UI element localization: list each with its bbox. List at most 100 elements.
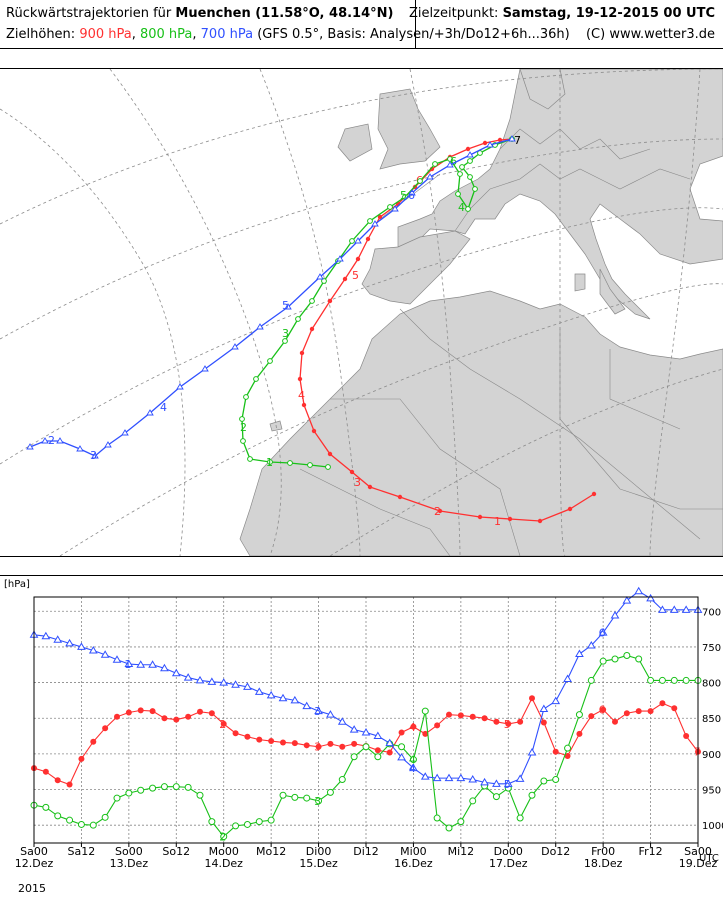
data-point bbox=[374, 753, 382, 761]
data-point bbox=[634, 586, 644, 595]
data-point bbox=[588, 713, 595, 720]
copyright: (C) www.wetter3.de bbox=[585, 27, 715, 42]
data-point bbox=[671, 705, 678, 712]
x-tick-label: Sa12 bbox=[68, 845, 96, 858]
day-label: 5 bbox=[352, 269, 359, 282]
data-point bbox=[208, 818, 216, 826]
africa-land bbox=[239, 290, 723, 556]
data-point bbox=[457, 712, 464, 719]
trajectory-point bbox=[26, 443, 34, 450]
day-marker-label: 5 bbox=[504, 778, 511, 791]
y-tick-label: 1000 bbox=[702, 821, 723, 832]
y-axis-label: [hPa] bbox=[4, 579, 30, 590]
land-masses bbox=[239, 69, 723, 556]
target-time-line: Zielzeitpunkt: Samstag, 19-12-2015 00 UT… bbox=[409, 6, 715, 21]
y-tick-label: 850 bbox=[702, 714, 721, 725]
data-point bbox=[185, 713, 192, 720]
trajectory-point bbox=[367, 484, 373, 490]
data-point bbox=[646, 593, 655, 602]
data-point bbox=[54, 812, 62, 820]
map-grid bbox=[0, 69, 723, 556]
trajectory-point bbox=[239, 416, 245, 422]
data-point bbox=[196, 791, 204, 799]
trajectory-point bbox=[325, 464, 331, 470]
title-prefix: Rückwärtstrajektorien für bbox=[6, 6, 176, 21]
data-point bbox=[290, 695, 300, 704]
data-point bbox=[266, 690, 276, 699]
data-point bbox=[528, 791, 536, 799]
data-point bbox=[89, 821, 97, 829]
trajectory-point bbox=[253, 376, 259, 382]
data-point bbox=[576, 730, 583, 737]
map-svg: 123456712345623456 bbox=[0, 69, 723, 556]
data-point bbox=[647, 676, 655, 684]
data-point bbox=[42, 803, 50, 811]
data-point bbox=[398, 743, 406, 751]
trajectory-point bbox=[295, 316, 301, 322]
ireland-land bbox=[337, 123, 373, 162]
plot-frame bbox=[33, 596, 699, 844]
data-point bbox=[303, 794, 311, 802]
data-point bbox=[77, 642, 86, 650]
data-point bbox=[397, 752, 406, 761]
day-marker-label: 7 bbox=[694, 746, 701, 759]
day-label: 6 bbox=[450, 155, 457, 168]
data-point bbox=[539, 704, 549, 712]
data-point bbox=[517, 718, 524, 725]
x-unit-label: UTC bbox=[699, 853, 719, 864]
data-point bbox=[515, 774, 525, 782]
data-point bbox=[492, 793, 500, 801]
trajectory-point bbox=[391, 205, 399, 212]
x-tick-label: Fr12 bbox=[639, 845, 663, 858]
trajectory-point bbox=[354, 237, 362, 244]
data-point bbox=[54, 777, 61, 784]
trajectory-point bbox=[467, 158, 473, 164]
data-point bbox=[682, 676, 690, 684]
pressure-chart: [hPa] UTC 2015 700 750 800 850 900 950 1000 Sa0… bbox=[0, 575, 723, 901]
data-point bbox=[314, 706, 323, 715]
day-label: 3 bbox=[90, 449, 97, 462]
data-point bbox=[349, 725, 359, 733]
day-marker-label: 4 bbox=[409, 754, 416, 767]
data-point bbox=[670, 676, 678, 684]
data-point bbox=[422, 730, 429, 737]
data-point bbox=[137, 707, 144, 714]
data-point bbox=[468, 775, 478, 783]
data-point bbox=[124, 659, 134, 668]
x-date-label: 19.Dez bbox=[679, 857, 718, 870]
data-point bbox=[315, 743, 322, 750]
data-point bbox=[540, 777, 548, 785]
data-point bbox=[160, 783, 168, 791]
trajectory-point bbox=[371, 220, 379, 227]
trajectory-point bbox=[299, 350, 305, 356]
data-point bbox=[219, 678, 229, 686]
data-point bbox=[611, 655, 619, 663]
day-label: 5 bbox=[282, 299, 289, 312]
data-point bbox=[208, 710, 215, 717]
data-point bbox=[267, 816, 275, 824]
italy-land bbox=[599, 268, 626, 315]
trajectory-line bbox=[299, 138, 595, 522]
data-point bbox=[148, 660, 157, 668]
data-point bbox=[669, 605, 679, 613]
britain-land bbox=[377, 88, 441, 170]
data-point bbox=[434, 722, 441, 729]
x-date-label: 17.Dez bbox=[489, 857, 528, 870]
data-point bbox=[53, 635, 63, 643]
trajectory-point bbox=[146, 409, 154, 416]
data-point bbox=[136, 660, 146, 668]
data-point bbox=[564, 744, 572, 752]
data-point bbox=[456, 773, 466, 782]
data-point bbox=[598, 628, 608, 636]
data-point bbox=[254, 687, 264, 695]
data-point bbox=[564, 753, 571, 760]
data-point bbox=[66, 781, 73, 788]
scandinavia-land bbox=[519, 69, 566, 110]
data-point bbox=[232, 730, 239, 737]
header-separator bbox=[415, 0, 416, 48]
x-tick-label: Sa00 bbox=[20, 845, 48, 858]
data-point bbox=[587, 676, 595, 684]
trajectory-point bbox=[307, 462, 313, 468]
x-tick-label: Mo00 bbox=[209, 845, 239, 858]
trajectory-point bbox=[455, 191, 461, 197]
